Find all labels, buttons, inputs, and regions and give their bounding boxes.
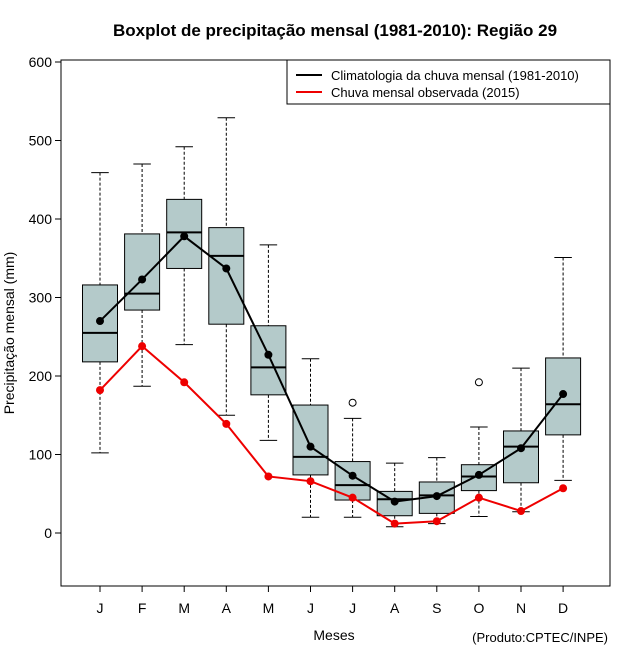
x-tick-label: A: [390, 600, 400, 616]
series-point: [96, 386, 104, 395]
box-12: [545, 256, 582, 481]
box-11: [503, 367, 539, 513]
box-iqr: [208, 227, 245, 325]
outlier-point: [474, 378, 483, 387]
legend-label-observed: Chuva mensal observada (2015): [331, 85, 520, 100]
y-tick-label: 500: [29, 133, 53, 149]
x-tick-label: O: [473, 600, 484, 616]
box-iqr: [250, 325, 287, 396]
series-point: [559, 390, 568, 399]
series-layer: [96, 232, 568, 528]
series-point: [180, 378, 189, 387]
x-tick-label: M: [263, 600, 275, 616]
y-tick-label: 300: [29, 290, 53, 306]
box-iqr: [503, 430, 539, 484]
boxes-layer: [82, 117, 582, 528]
series-point: [432, 517, 441, 526]
series-point: [264, 350, 273, 359]
box-4: [208, 117, 245, 416]
y-tick-label: 0: [44, 525, 52, 541]
series-point: [474, 493, 483, 502]
x-tick-label: J: [349, 600, 356, 616]
credit-text: (Produto:CPTEC/INPE): [472, 630, 608, 645]
series-point: [390, 497, 399, 506]
series-point: [559, 484, 568, 493]
y-axis: 0 100 200 300 400 500 600: [29, 54, 61, 541]
x-tick-label: J: [97, 600, 104, 616]
box-5: [250, 244, 287, 441]
box-1: [82, 172, 118, 454]
series-point: [264, 472, 273, 481]
x-tick-label: M: [178, 600, 190, 616]
box-2: [124, 163, 161, 387]
series-observed: [96, 342, 568, 528]
x-tick-label: A: [222, 600, 232, 616]
x-tick-label: D: [558, 600, 568, 616]
chart-title: Boxplot de precipitação mensal (1981-201…: [113, 21, 557, 40]
series-point: [390, 519, 399, 528]
series-point: [138, 275, 147, 284]
series-point: [432, 492, 441, 501]
x-tick-label: N: [516, 600, 526, 616]
legend-label-climatology: Climatologia da chuva mensal (1981-2010): [331, 68, 579, 83]
series-point: [474, 470, 483, 479]
series-line: [99, 234, 564, 503]
x-tick-label: F: [138, 600, 147, 616]
y-tick-label: 600: [29, 54, 53, 70]
x-axis-label: Meses: [313, 627, 354, 643]
box-iqr: [124, 233, 161, 311]
legend: Climatologia da chuva mensal (1981-2010)…: [286, 59, 611, 105]
series-point: [180, 232, 189, 241]
series-point: [348, 471, 357, 480]
legend-box: [286, 59, 611, 105]
series-point: [306, 442, 315, 451]
y-tick-label: 400: [29, 211, 53, 227]
x-tick-label: S: [432, 600, 441, 616]
outlier-point: [348, 398, 357, 407]
series-climatology: [96, 232, 568, 506]
series-point: [306, 477, 315, 486]
y-axis-label: Precipitação mensal (mm): [1, 252, 17, 415]
series-point: [96, 317, 104, 326]
series-point: [348, 493, 357, 502]
series-point: [222, 264, 231, 273]
series-point: [517, 507, 525, 516]
series-point: [517, 444, 525, 453]
series-point: [222, 419, 231, 428]
y-tick-label: 200: [29, 368, 53, 384]
box-iqr: [292, 404, 329, 476]
series-point: [138, 342, 147, 351]
box-6: [292, 358, 329, 518]
x-tick-label: J: [307, 600, 314, 616]
y-tick-label: 100: [29, 447, 53, 463]
series-line: [99, 344, 564, 525]
